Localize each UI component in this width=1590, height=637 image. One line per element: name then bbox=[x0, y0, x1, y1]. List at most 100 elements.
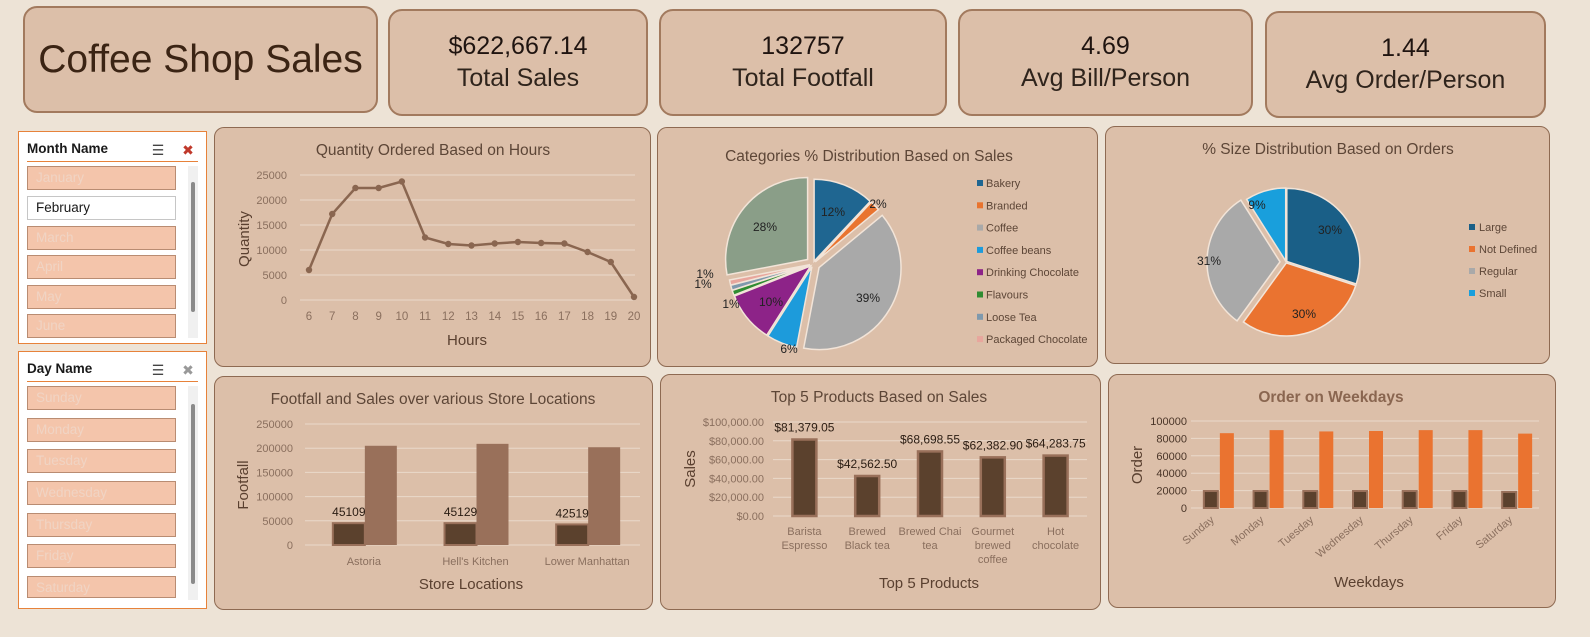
bar-sales bbox=[588, 447, 621, 545]
x-tick-label: Lower Manhattan bbox=[545, 556, 630, 568]
slicer-title: Month Name bbox=[27, 141, 108, 156]
y-tick-label: 250000 bbox=[256, 419, 293, 431]
pie-slice bbox=[1242, 262, 1357, 337]
x-tick-label: Brewed Chai bbox=[899, 526, 962, 538]
multi-select-icon[interactable]: ☰ bbox=[151, 142, 165, 158]
slicer-item-thursday[interactable]: Thursday bbox=[27, 513, 176, 537]
data-label: $68,698.55 bbox=[900, 432, 960, 446]
y-tick-label: 5000 bbox=[263, 270, 287, 282]
slicer-item-wednesday[interactable]: Wednesday bbox=[27, 481, 176, 505]
x-tick-label: 17 bbox=[558, 311, 571, 323]
y-tick-label: 15000 bbox=[256, 220, 287, 232]
legend-swatch bbox=[977, 202, 983, 209]
slicer-item-tuesday[interactable]: Tuesday bbox=[27, 449, 176, 473]
x-tick-label: 11 bbox=[419, 311, 431, 323]
data-label: $81,379.05 bbox=[774, 421, 834, 435]
pie-slice bbox=[1286, 187, 1361, 285]
bar-series-2 bbox=[1269, 430, 1284, 508]
legend-label: Not Defined bbox=[1479, 244, 1537, 256]
data-label: 1% bbox=[694, 277, 712, 291]
hours-line-chart-panel: Quantity Ordered Based on Hours 0 5000 1000… bbox=[214, 127, 651, 367]
y-tick-label: 20000 bbox=[256, 195, 287, 207]
x-tick-label: Hell's Kitchen bbox=[442, 556, 508, 568]
x-tick-label: 13 bbox=[465, 311, 478, 323]
bar-footfall bbox=[331, 522, 366, 547]
slicer-item-saturday[interactable]: Saturday bbox=[27, 576, 176, 598]
slicer-item-april[interactable]: April bbox=[27, 255, 176, 279]
data-point bbox=[561, 240, 568, 247]
legend-swatch bbox=[1469, 268, 1475, 274]
bar bbox=[853, 474, 881, 518]
pie-slice bbox=[728, 263, 811, 286]
weekdays-bar-chart: Order on Weekdays 0 20000 40000 60000 80000 10… bbox=[1129, 389, 1539, 591]
clear-filter-icon[interactable]: ✖ bbox=[182, 142, 194, 158]
legend-label: Packaged Chocolate bbox=[986, 334, 1088, 346]
x-tick-label: Wednesday bbox=[1314, 514, 1366, 561]
slicer-item-may[interactable]: May bbox=[27, 285, 176, 309]
data-label: 30% bbox=[1292, 307, 1316, 321]
data-point bbox=[375, 184, 382, 192]
x-tick-label: brewed bbox=[975, 540, 1011, 552]
slicer-scrollbar[interactable] bbox=[188, 166, 198, 338]
pie-slice bbox=[724, 176, 809, 276]
x-tick-label: 9 bbox=[375, 311, 381, 323]
size-pie-chart-panel: % Size Distribution Based on Orders 30% 30… bbox=[1105, 126, 1550, 364]
x-tick-label: 19 bbox=[604, 311, 617, 323]
x-tick-label: 20 bbox=[628, 311, 641, 323]
size-pie-chart: % Size Distribution Based on Orders 30% 30… bbox=[1197, 141, 1537, 337]
products-bar-chart-panel: Top 5 Products Based on Sales $0.00 $20,00… bbox=[660, 374, 1101, 610]
x-tick-label: Barista bbox=[787, 526, 822, 538]
y-tick-label: 10000 bbox=[256, 245, 287, 257]
slicer-item-monday[interactable]: Monday bbox=[27, 418, 176, 442]
data-point bbox=[398, 178, 406, 185]
kpi-total-footfall: 132757 Total Footfall bbox=[659, 9, 947, 116]
y-tick-label: $40,000.00 bbox=[709, 473, 764, 485]
month-slicer[interactable]: Month Name ☰ ✖ January February March Ap… bbox=[18, 131, 207, 344]
x-tick-label: 6 bbox=[306, 311, 312, 323]
legend-label: Coffee bbox=[986, 223, 1018, 235]
pie-slice bbox=[802, 214, 902, 351]
bar bbox=[916, 450, 944, 518]
category-pie-chart-panel: Categories % Distribution Based on Sales… bbox=[657, 127, 1098, 367]
bar-series-1 bbox=[1252, 490, 1269, 510]
legend-swatch bbox=[977, 224, 983, 231]
data-point bbox=[445, 240, 452, 248]
x-tick-label: 16 bbox=[535, 311, 548, 323]
y-tick-label: $0.00 bbox=[736, 511, 764, 523]
slicer-item-march[interactable]: March bbox=[27, 226, 176, 250]
slicer-item-friday[interactable]: Friday bbox=[27, 544, 176, 568]
slicer-item-sunday[interactable]: Sunday bbox=[27, 386, 176, 410]
data-point bbox=[491, 240, 498, 247]
slicer-item-january[interactable]: January bbox=[27, 166, 176, 190]
bar-series-1 bbox=[1352, 490, 1368, 510]
clear-filter-icon[interactable]: ✖ bbox=[182, 362, 194, 378]
scrollbar-thumb[interactable] bbox=[191, 404, 195, 584]
slicer-item-february[interactable]: February bbox=[27, 196, 176, 220]
x-tick-label: Saturday bbox=[1474, 514, 1516, 552]
chart-title: Categories % Distribution Based on Sales bbox=[725, 148, 1013, 165]
bar bbox=[979, 456, 1007, 518]
multi-select-icon[interactable]: ☰ bbox=[151, 362, 165, 378]
legend-label: Drinking Chocolate bbox=[986, 267, 1079, 279]
y-axis-label: Footfall bbox=[235, 460, 252, 509]
data-label: $62,382.90 bbox=[963, 438, 1023, 452]
y-tick-label: 25000 bbox=[256, 170, 287, 182]
scrollbar-thumb[interactable] bbox=[191, 182, 195, 312]
slicer-item-june[interactable]: June bbox=[27, 314, 176, 338]
y-axis-label: Sales bbox=[682, 450, 699, 488]
pie-slice bbox=[733, 264, 813, 337]
y-tick-label: $100,000.00 bbox=[703, 417, 764, 429]
y-tick-label: 20000 bbox=[1156, 486, 1187, 498]
bar-series-1 bbox=[1451, 490, 1468, 510]
category-pie-chart: Categories % Distribution Based on Sales… bbox=[694, 148, 1088, 356]
day-slicer[interactable]: Day Name ☰ ✖ Sunday Monday Tuesday Wedne… bbox=[18, 351, 207, 609]
y-axis-label: Order bbox=[1129, 446, 1146, 484]
x-tick-label: 18 bbox=[581, 311, 594, 323]
legend-label: Coffee beans bbox=[986, 245, 1052, 257]
bar-footfall bbox=[555, 523, 590, 547]
pie-slice bbox=[813, 178, 872, 264]
slicer-scrollbar[interactable] bbox=[188, 386, 198, 600]
pie-slice bbox=[1206, 199, 1281, 322]
bar-series-2 bbox=[1518, 433, 1533, 508]
legend-label: Bakery bbox=[986, 178, 1021, 190]
